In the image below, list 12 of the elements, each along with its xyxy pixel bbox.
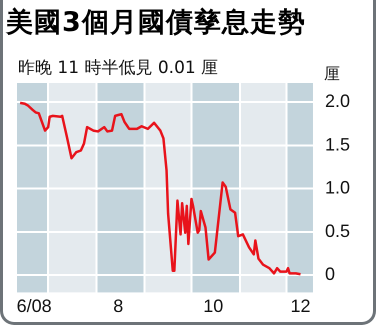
y-tick-label: 2.0 <box>324 91 350 112</box>
x-tick-label: 12 <box>290 296 311 316</box>
y-tick-label: 0.5 <box>324 220 350 241</box>
y-axis-title: 厘 <box>324 64 340 85</box>
y-tick-label: 1.0 <box>324 178 350 198</box>
x-tick-label: 6/08 <box>16 296 52 316</box>
chart-subtitle: 昨晚 11 時半低見 0.01 厘 <box>18 57 218 79</box>
x-tick-label: 10 <box>203 296 224 316</box>
chart-title: 美國3個月國債孳息走勢 <box>6 6 306 40</box>
y-tick-label: 0 <box>324 264 335 284</box>
x-tick-label: 8 <box>113 296 124 316</box>
y-tick-label: 1.5 <box>324 134 350 154</box>
